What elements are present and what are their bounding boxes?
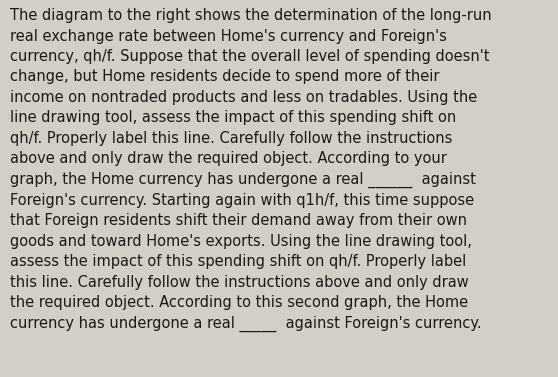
Text: The diagram to the right shows the determination of the long-run
real exchange r: The diagram to the right shows the deter… bbox=[10, 8, 492, 332]
